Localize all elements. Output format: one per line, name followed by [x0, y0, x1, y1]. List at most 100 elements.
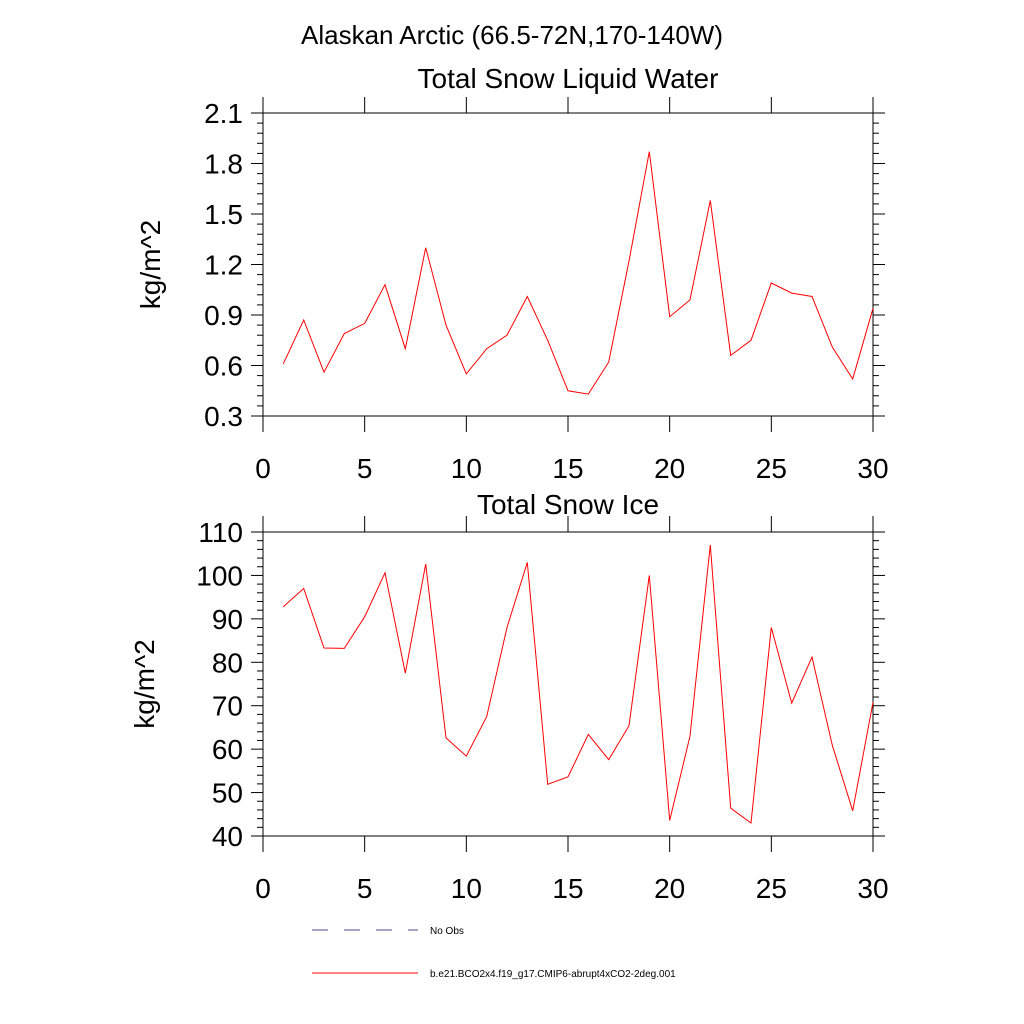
data-point [730, 808, 731, 809]
legend: No Obs b.e21.BCO2x4.f19_g17.CMIP6-abrupt… [312, 926, 676, 980]
legend-model-label: b.e21.BCO2x4.f19_g17.CMIP6-abrupt4xCO2-2… [430, 969, 676, 980]
data-point [852, 378, 853, 379]
data-point [283, 363, 284, 364]
figure-suptitle: Alaskan Arctic (66.5-72N,170-140W) [301, 20, 723, 50]
data-point [466, 755, 467, 756]
x-tick-label: 5 [357, 873, 373, 904]
data-point [771, 627, 772, 628]
data-point [303, 319, 304, 320]
x-tick-label: 0 [255, 453, 271, 484]
series-line [282, 151, 874, 395]
data-point [567, 776, 568, 777]
panel-2: Total Snow Ice kg/m^2 40 50 60 70 80 90 100 110 0 5… [129, 489, 889, 904]
data-point [669, 316, 670, 317]
data-point [588, 734, 589, 735]
data-point [445, 737, 446, 738]
data-point [547, 340, 548, 341]
panel-title: Total Snow Liquid Water [418, 63, 719, 94]
data-point [811, 656, 812, 657]
data-point [689, 736, 690, 737]
data-point [832, 745, 833, 746]
x-tick-label: 25 [756, 873, 787, 904]
data-point [384, 572, 385, 573]
data-point [567, 390, 568, 391]
data-point [323, 372, 324, 373]
legend-obs-label: No Obs [430, 926, 464, 937]
y-tick-label: 1.8 [204, 149, 243, 180]
y-tick-label: 2.1 [204, 98, 243, 129]
plot-frame [262, 531, 874, 837]
data-point [547, 784, 548, 785]
data-point [872, 308, 873, 309]
y-tick-label: 70 [212, 691, 243, 722]
y-tick-label: 1.5 [204, 199, 243, 230]
data-point [506, 335, 507, 336]
data-point [811, 296, 812, 297]
data-point [710, 200, 711, 201]
data-point [405, 348, 406, 349]
data-point [344, 333, 345, 334]
plot-frame [262, 112, 874, 417]
x-tick-label: 10 [451, 453, 482, 484]
x-tick-label: 30 [857, 873, 888, 904]
data-point [384, 284, 385, 285]
data-point [872, 702, 873, 703]
data-point [445, 325, 446, 326]
y-tick-label: 50 [212, 778, 243, 809]
x-tick-label: 10 [451, 873, 482, 904]
data-point [344, 648, 345, 649]
data-point [750, 822, 751, 823]
data-point [852, 810, 853, 811]
y-tick-label: 80 [212, 647, 243, 678]
y-axis-label: kg/m^2 [135, 220, 166, 309]
data-point [832, 346, 833, 347]
data-point [486, 348, 487, 349]
data-point [486, 716, 487, 717]
x-tick-label: 25 [756, 453, 787, 484]
x-tick-label: 15 [552, 873, 583, 904]
data-point [730, 355, 731, 356]
x-tick-label: 0 [255, 873, 271, 904]
y-axis-label: kg/m^2 [129, 639, 160, 728]
data-point [405, 673, 406, 674]
data-point [649, 151, 650, 152]
x-tick-label: 20 [654, 873, 685, 904]
data-point [791, 703, 792, 704]
y-tick-label: 40 [212, 821, 243, 852]
data-point [649, 575, 650, 576]
data-point [527, 562, 528, 563]
data-point [364, 323, 365, 324]
data-point [303, 588, 304, 589]
x-tick-label: 15 [552, 453, 583, 484]
data-point [608, 362, 609, 363]
y-tick-label: 100 [196, 560, 243, 591]
y-tick-label: 0.3 [204, 401, 243, 432]
data-point [669, 820, 670, 821]
y-tick-label: 110 [198, 517, 243, 548]
data-point [323, 647, 324, 648]
data-point [628, 725, 629, 726]
panel-title: Total Snow Ice [477, 489, 659, 520]
data-point [364, 616, 365, 617]
data-point [425, 247, 426, 248]
y-tick-label: 0.9 [204, 300, 243, 331]
data-point [689, 299, 690, 300]
x-tick-label: 30 [857, 453, 888, 484]
y-tick-label: 0.6 [204, 351, 243, 382]
data-point [750, 340, 751, 341]
data-point [608, 759, 609, 760]
y-tick-label: 60 [212, 734, 243, 765]
data-point [710, 544, 711, 545]
y-tick-label: 1.2 [204, 250, 243, 281]
data-point [588, 394, 589, 395]
x-tick-label: 20 [654, 453, 685, 484]
data-point [771, 282, 772, 283]
data-point [527, 296, 528, 297]
data-point [791, 293, 792, 294]
y-tick-label: 90 [212, 604, 243, 635]
data-point [283, 606, 284, 607]
x-tick-label: 5 [357, 453, 373, 484]
data-point [628, 261, 629, 262]
data-point [506, 627, 507, 628]
